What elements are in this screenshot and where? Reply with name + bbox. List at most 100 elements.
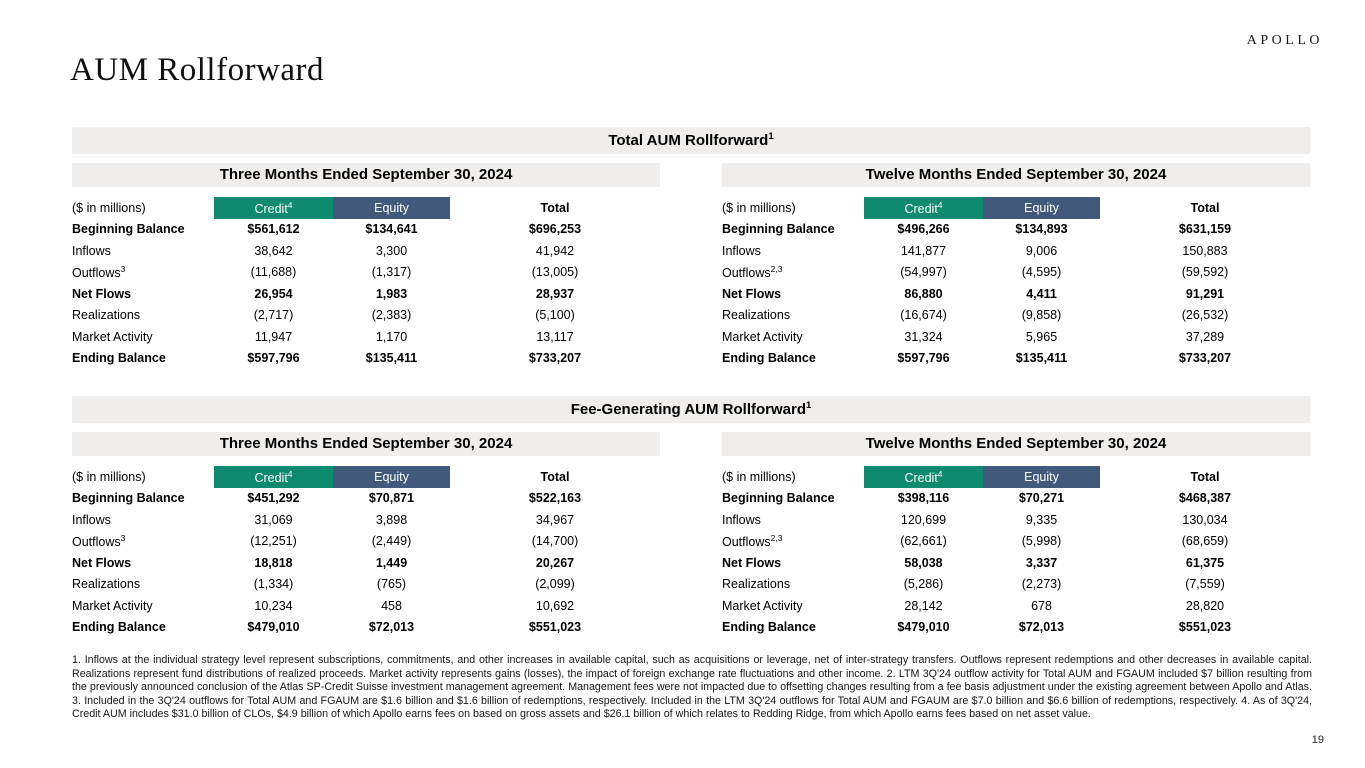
unit-label: ($ in millions) xyxy=(72,469,146,484)
row-label-text: Beginning Balance xyxy=(72,222,185,237)
tables-row: Three Months Ended September 30, 2024 ($ … xyxy=(72,432,1310,638)
section-title-bar: Total AUM Rollforward1 xyxy=(72,127,1310,154)
row-label-text: Outflows xyxy=(722,535,771,550)
row-label-text: Ending Balance xyxy=(72,620,166,635)
equity-value: 3,300 xyxy=(375,243,408,258)
row-label-text: Realizations xyxy=(72,308,141,323)
row-label: Net Flows xyxy=(72,283,214,305)
equity-value: $135,411 xyxy=(1015,351,1068,366)
total-value: 20,267 xyxy=(535,555,575,570)
row-label: Outflows2,3 xyxy=(722,531,864,553)
row-label-text: Net Flows xyxy=(722,555,782,570)
credit-value: (5,286) xyxy=(903,577,944,592)
table-row: Beginning Balance $451,292 $70,871 $522,163 xyxy=(72,488,660,510)
total-value: 61,375 xyxy=(1185,555,1225,570)
total-column-header: Total xyxy=(1190,200,1220,215)
total-value: (14,700) xyxy=(531,534,579,549)
equity-column-header: Equity xyxy=(333,466,450,488)
credit-column-label: Credit xyxy=(904,470,938,485)
row-footnote-ref: 2,3 xyxy=(770,264,783,275)
equity-value: 9,006 xyxy=(1025,243,1058,258)
total-column-header: Total xyxy=(1190,469,1220,484)
total-column-header: Total xyxy=(540,200,570,215)
row-label-text: Realizations xyxy=(722,577,791,592)
credit-footnote-ref: 4 xyxy=(287,199,293,210)
credit-footnote-ref: 4 xyxy=(937,199,943,210)
equity-value: $72,013 xyxy=(368,620,415,635)
table-row: Inflows 31,069 3,898 34,967 xyxy=(72,509,660,531)
section-title-footnote-ref: 1 xyxy=(768,131,774,142)
credit-value: (2,717) xyxy=(253,308,294,323)
equity-value: 5,965 xyxy=(1025,329,1058,344)
credit-value: $597,796 xyxy=(247,351,300,366)
aum-table: ($ in millions) Credit4 Equity Total Beginni… xyxy=(72,466,660,638)
table-row: Net Flows 86,880 4,411 91,291 xyxy=(722,283,1310,305)
table-row: Outflows3 (11,688) (1,317) (13,005) xyxy=(72,262,660,284)
row-label: Beginning Balance xyxy=(722,219,864,241)
table-row: Inflows 141,877 9,006 150,883 xyxy=(722,240,1310,262)
row-label: Market Activity xyxy=(72,326,214,348)
table-row: Outflows2,3 (54,997) (4,595) (59,592) xyxy=(722,262,1310,284)
equity-value: (2,383) xyxy=(371,308,412,323)
period-header: Twelve Months Ended September 30, 2024 xyxy=(722,163,1310,187)
unit-label: ($ in millions) xyxy=(722,200,796,215)
total-value: 41,942 xyxy=(535,243,575,258)
total-value: 28,820 xyxy=(1185,598,1225,613)
table-row: Market Activity 31,324 5,965 37,289 xyxy=(722,326,1310,348)
credit-column-header: Credit4 xyxy=(214,466,333,488)
table-row: Market Activity 10,234 458 10,692 xyxy=(72,595,660,617)
row-label-text: Outflows xyxy=(72,266,121,281)
row-label: Net Flows xyxy=(72,552,214,574)
equity-value: 3,337 xyxy=(1025,555,1058,570)
row-label-text: Net Flows xyxy=(72,286,132,301)
equity-value: 9,335 xyxy=(1025,512,1058,527)
table-row: Net Flows 26,954 1,983 28,937 xyxy=(72,283,660,305)
credit-value: 31,324 xyxy=(904,329,943,344)
aum-section: Fee-Generating AUM Rollforward1 Three Mon… xyxy=(72,396,1310,638)
credit-value: (1,334) xyxy=(253,577,294,592)
credit-value: 26,954 xyxy=(254,286,293,301)
apollo-logo: APOLLO xyxy=(1246,33,1323,48)
row-label: Market Activity xyxy=(722,326,864,348)
row-label: Realizations xyxy=(722,305,864,327)
equity-value: $72,013 xyxy=(1018,620,1065,635)
equity-value: 3,898 xyxy=(375,512,408,527)
aum-table: ($ in millions) Credit4 Equity Total Beginni… xyxy=(722,466,1310,638)
credit-footnote-ref: 4 xyxy=(937,468,943,479)
equity-value: 4,411 xyxy=(1026,286,1057,301)
total-value: 150,883 xyxy=(1182,243,1228,258)
row-label-text: Realizations xyxy=(722,308,791,323)
credit-value: (16,674) xyxy=(900,308,947,323)
credit-value: (54,997) xyxy=(900,265,947,280)
table-row: Realizations (5,286) (2,273) (7,559) xyxy=(722,574,1310,596)
table-row: Net Flows 58,038 3,337 61,375 xyxy=(722,552,1310,574)
unit-label: ($ in millions) xyxy=(72,200,146,215)
equity-value: 678 xyxy=(1031,598,1052,613)
total-value: $733,207 xyxy=(1178,351,1232,366)
rollforward-content: Total AUM Rollforward1 Three Months Ended… xyxy=(72,127,1310,638)
row-label: Outflows2,3 xyxy=(722,262,864,284)
table-block: Twelve Months Ended September 30, 2024 ($… xyxy=(722,432,1310,638)
row-label-text: Inflows xyxy=(72,243,111,258)
credit-column-header: Credit4 xyxy=(864,197,983,219)
row-footnote-ref: 3 xyxy=(120,264,126,275)
table-row: Inflows 120,699 9,335 130,034 xyxy=(722,509,1310,531)
row-label: Outflows3 xyxy=(72,531,214,553)
row-label-text: Market Activity xyxy=(722,329,803,344)
total-value: (68,659) xyxy=(1181,534,1229,549)
table-row: Realizations (1,334) (765) (2,099) xyxy=(72,574,660,596)
equity-value: 1,983 xyxy=(375,286,408,301)
equity-value: (4,595) xyxy=(1021,265,1062,280)
row-label: Realizations xyxy=(72,574,214,596)
credit-value: 11,947 xyxy=(254,329,293,344)
credit-value: 120,699 xyxy=(900,512,947,527)
row-label-text: Beginning Balance xyxy=(722,491,835,506)
row-label-text: Realizations xyxy=(72,577,141,592)
equity-value: 1,449 xyxy=(375,555,408,570)
row-label: Inflows xyxy=(722,240,864,262)
row-label-text: Inflows xyxy=(722,243,761,258)
equity-value: (5,998) xyxy=(1021,534,1062,549)
total-value: 13,117 xyxy=(536,329,574,344)
table-row: Realizations (2,717) (2,383) (5,100) xyxy=(72,305,660,327)
section-title-bar: Fee-Generating AUM Rollforward1 xyxy=(72,396,1310,423)
